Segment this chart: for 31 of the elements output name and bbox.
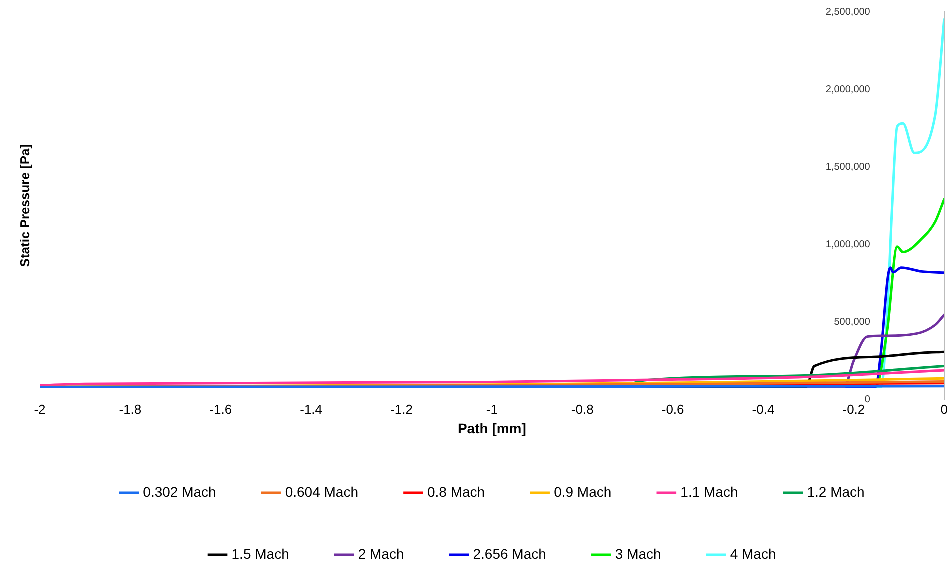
x-tick-label: -0.8 xyxy=(571,402,594,417)
legend-label: 3 Mach xyxy=(615,546,662,562)
x-tick-label: -1.2 xyxy=(390,402,413,417)
x-tick-label: -1.4 xyxy=(300,402,323,417)
y-tick-label: 2,500,000 xyxy=(826,6,871,18)
x-tick-label: 0 xyxy=(940,402,948,417)
line-series xyxy=(40,369,944,387)
legend-label: 1.5 Mach xyxy=(232,546,290,562)
legend-label: 1.1 Mach xyxy=(680,484,738,500)
legend-label: 0.8 Mach xyxy=(427,484,486,500)
y-axis-title: Static Pressure [Pa] xyxy=(18,144,33,268)
x-tick-label: -0.6 xyxy=(662,402,684,417)
y-tick-label: 0 xyxy=(864,394,871,406)
legend-label: 0.604 Mach xyxy=(285,484,358,500)
y-tick-label: 1,000,000 xyxy=(826,239,871,250)
y-tick-label: 1,500,000 xyxy=(826,162,871,173)
x-tick-label: -1 xyxy=(486,402,498,417)
y-tick-label: 500,000 xyxy=(834,316,871,328)
x-axis-title: Path [mm] xyxy=(458,420,526,436)
legend-label: 2 Mach xyxy=(358,546,404,562)
x-tick-label: -0.4 xyxy=(752,402,775,417)
x-tick-label: -0.2 xyxy=(842,402,866,417)
legend-label: 1.2 Mach xyxy=(807,484,865,500)
legend-label: 0.9 Mach xyxy=(554,484,612,500)
x-tick-label: -2 xyxy=(34,402,46,417)
legend-label: 4 Mach xyxy=(730,546,776,562)
legend-label: 2.656 Mach xyxy=(473,546,546,562)
legend-label: 0.302 Mach xyxy=(143,484,216,500)
x-tick-label: -1.6 xyxy=(210,402,232,417)
x-tick-label: -1.8 xyxy=(119,402,142,417)
y-tick-label: 2,000,000 xyxy=(826,84,871,96)
